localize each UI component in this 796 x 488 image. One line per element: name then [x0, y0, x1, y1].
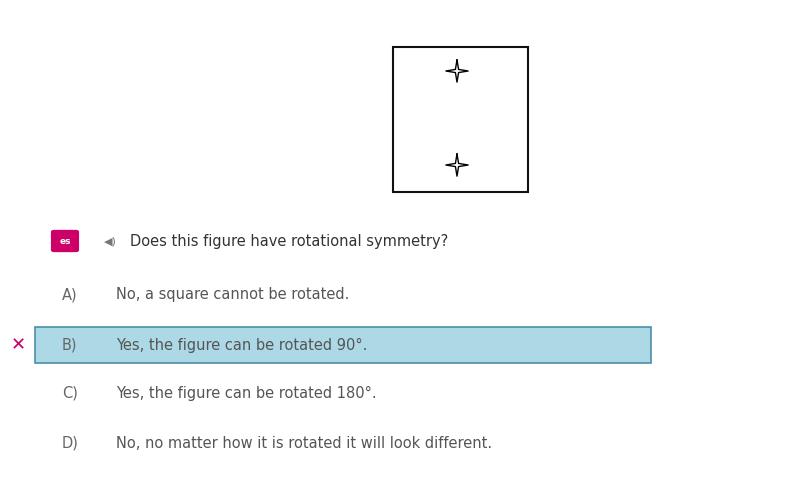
Text: Yes, the figure can be rotated 180°.: Yes, the figure can be rotated 180°.	[116, 386, 377, 401]
FancyBboxPatch shape	[52, 230, 78, 251]
Text: es: es	[59, 237, 71, 245]
Bar	[393, 47, 528, 192]
Text: ◀): ◀)	[103, 236, 116, 246]
Text: B): B)	[62, 338, 77, 352]
Text: ✕: ✕	[10, 336, 25, 354]
Text: Does this figure have rotational symmetry?: Does this figure have rotational symmetr…	[130, 233, 448, 248]
Text: No, a square cannot be rotated.: No, a square cannot be rotated.	[116, 287, 349, 303]
Text: D): D)	[62, 435, 79, 450]
Text: C): C)	[62, 386, 78, 401]
Text: No, no matter how it is rotated it will look different.: No, no matter how it is rotated it will …	[116, 435, 492, 450]
Text: Yes, the figure can be rotated 90°.: Yes, the figure can be rotated 90°.	[116, 338, 368, 352]
Bar	[35, 327, 651, 363]
Text: A): A)	[62, 287, 78, 303]
